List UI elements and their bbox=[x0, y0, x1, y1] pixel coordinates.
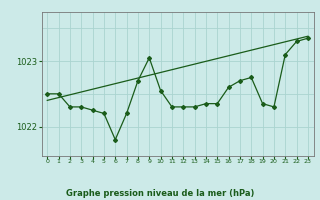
Text: Graphe pression niveau de la mer (hPa): Graphe pression niveau de la mer (hPa) bbox=[66, 189, 254, 198]
